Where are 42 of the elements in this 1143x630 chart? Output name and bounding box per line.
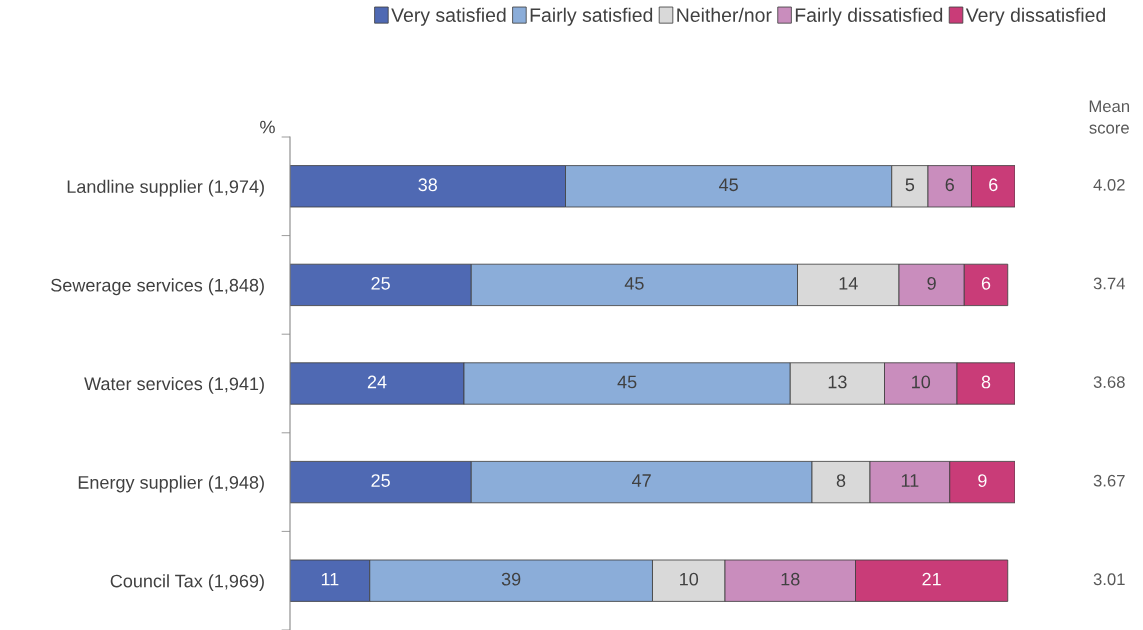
- data-label: 25: [371, 474, 390, 487]
- data-label: 10: [680, 572, 699, 586]
- data-label: 6: [945, 178, 954, 192]
- data-label: 8: [981, 375, 991, 389]
- y-tick-label: Energy supplier (1,948): [78, 475, 264, 493]
- y-tick-label: Water services (1,941): [84, 376, 264, 394]
- data-label: 9: [978, 474, 987, 487]
- data-label: 13: [828, 375, 847, 389]
- y-tick-label: Council Tax (1,969): [110, 574, 264, 591]
- legend-label: Neither/nor: [677, 7, 772, 22]
- data-label: 47: [632, 474, 651, 487]
- data-label: 21: [922, 572, 941, 586]
- data-label: 24: [367, 375, 387, 389]
- data-label: 6: [989, 178, 998, 192]
- data-label: 11: [321, 572, 339, 586]
- data-label: 11: [901, 474, 919, 487]
- data-label: 45: [624, 277, 644, 290]
- y-tick-label: Sewerage services (1,848): [51, 278, 264, 296]
- legend-label: Very dissatisfied: [965, 7, 1105, 26]
- data-label: 45: [719, 178, 738, 192]
- y-axis-title: %: [260, 120, 275, 134]
- data-label: 45: [617, 375, 637, 389]
- text: Mean score: [1089, 100, 1130, 134]
- data-label: 6: [981, 276, 991, 290]
- data-label: 8: [836, 474, 846, 487]
- y-tick-label: Landline supplier (1,974): [67, 179, 264, 197]
- legend-label: Fairly dissatisfied: [795, 7, 943, 26]
- data-label: 18: [781, 572, 800, 586]
- data-label: 5: [905, 178, 915, 192]
- text: 3.74: [1093, 277, 1125, 290]
- legend-label: Very satisfied: [391, 7, 506, 26]
- text: 3.01: [1093, 573, 1125, 586]
- data-label: 38: [418, 178, 438, 192]
- data-label: 14: [839, 277, 858, 290]
- data-label: 10: [912, 375, 931, 389]
- data-label: 39: [501, 572, 521, 586]
- data-label: 9: [927, 276, 936, 290]
- data-label: 25: [371, 276, 390, 290]
- text: 3.68: [1093, 376, 1125, 388]
- text: 3.67: [1093, 474, 1125, 487]
- legend-label: Fairly satisfied: [530, 7, 653, 26]
- text: 4.02: [1093, 178, 1125, 191]
